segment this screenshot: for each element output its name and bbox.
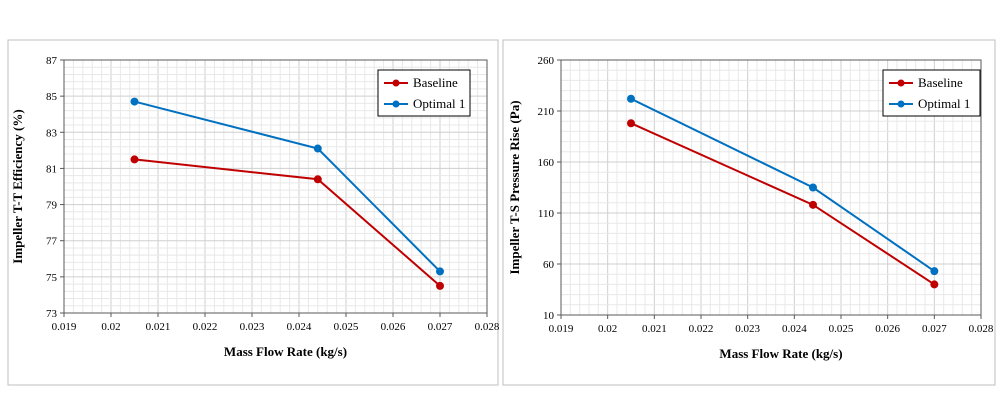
legend-label: Optimal 1 xyxy=(413,96,465,111)
data-point xyxy=(627,94,635,103)
y-tick-label: 260 xyxy=(538,55,555,67)
x-tick-label: 0.023 xyxy=(735,323,760,335)
series-optimal-1 xyxy=(130,97,444,276)
legend-label: Baseline xyxy=(918,75,963,90)
x-tick-label: 0.025 xyxy=(829,323,854,335)
x-tick-label: 0.024 xyxy=(782,323,807,335)
legend-swatch-marker xyxy=(392,100,400,108)
x-tick-label: 0.022 xyxy=(689,323,714,335)
data-point xyxy=(930,267,939,276)
data-point xyxy=(313,144,322,153)
x-tick-label: 0.023 xyxy=(240,321,265,333)
legend-swatch-marker xyxy=(897,100,905,108)
x-tick-label: 0.021 xyxy=(146,321,171,333)
x-tick-label: 0.026 xyxy=(875,323,900,335)
data-point xyxy=(130,97,139,106)
data-point xyxy=(436,281,444,290)
y-tick-label: 10 xyxy=(543,310,555,322)
plot-area-border xyxy=(560,59,982,316)
x-tick-label: 0.022 xyxy=(193,321,218,333)
x-tick-label: 0.027 xyxy=(428,321,453,333)
data-point xyxy=(809,200,817,209)
data-point xyxy=(130,155,139,164)
legend-swatch-marker xyxy=(392,79,400,87)
x-axis-label: Mass Flow Rate (kg/s) xyxy=(224,344,347,359)
legend-label: Optimal 1 xyxy=(918,96,970,111)
x-tick-label: 0.02 xyxy=(101,321,120,333)
y-axis-label: Impeller T-T Efficiency (%) xyxy=(10,109,25,263)
x-tick-label: 0.026 xyxy=(381,321,406,333)
y-tick-label: 75 xyxy=(46,272,58,284)
series-optimal-1 xyxy=(627,94,939,276)
data-point xyxy=(930,280,939,289)
y-tick-label: 77 xyxy=(46,236,58,248)
legend: Baseline Optimal 1 xyxy=(882,69,981,117)
y-tick-label: 87 xyxy=(46,55,58,67)
x-tick-label: 0.019 xyxy=(549,323,574,335)
x-tick-label: 0.021 xyxy=(642,323,667,335)
x-tick-label: 0.024 xyxy=(287,321,312,333)
plot-area-border xyxy=(63,59,488,314)
y-tick-label: 110 xyxy=(538,208,555,220)
y-tick-label: 85 xyxy=(46,91,58,103)
series-baseline xyxy=(627,119,939,289)
x-tick-label: 0.02 xyxy=(598,323,617,335)
data-point xyxy=(627,119,635,128)
x-tick-label: 0.019 xyxy=(52,321,77,333)
y-tick-label: 79 xyxy=(46,200,58,212)
x-axis-label: Mass Flow Rate (kg/s) xyxy=(719,346,842,361)
x-tick-label: 0.025 xyxy=(334,321,359,333)
legend-box xyxy=(882,69,981,117)
legend-box xyxy=(377,69,471,117)
x-tick-label: 0.027 xyxy=(922,323,947,335)
data-point xyxy=(436,267,444,276)
series-baseline xyxy=(130,155,444,290)
y-tick-label: 160 xyxy=(538,157,555,169)
x-tick-label: 0.028 xyxy=(475,321,500,333)
pressure-rise-chart-panel: 0.019 0.02 0.021 0.022 0.023 0.024 0.025 0.026 0… xyxy=(500,0,1000,410)
y-tick-label: 83 xyxy=(46,127,58,139)
y-tick-label: 81 xyxy=(46,163,57,175)
x-tick-label: 0.028 xyxy=(969,323,994,335)
legend-swatch-marker xyxy=(897,79,905,87)
efficiency-chart-panel: 0.019 0.02 0.021 0.022 0.023 0.024 0.025 0.026 0… xyxy=(7,39,500,386)
y-tick-label: 73 xyxy=(46,308,58,320)
pressure-rise-chart: 0.019 0.02 0.021 0.022 0.023 0.024 0.025 0.026 0… xyxy=(502,39,996,386)
data-point xyxy=(809,183,817,192)
legend: Baseline Optimal 1 xyxy=(377,69,471,117)
legend-label: Baseline xyxy=(413,75,458,90)
y-tick-label: 210 xyxy=(538,106,555,118)
y-axis-label: Impeller T-S Pressure Rise (Pa) xyxy=(507,100,522,274)
data-point xyxy=(313,175,322,184)
y-tick-label: 60 xyxy=(543,259,555,271)
efficiency-chart: 0.019 0.02 0.021 0.022 0.023 0.024 0.025 0.026 0… xyxy=(7,39,500,386)
